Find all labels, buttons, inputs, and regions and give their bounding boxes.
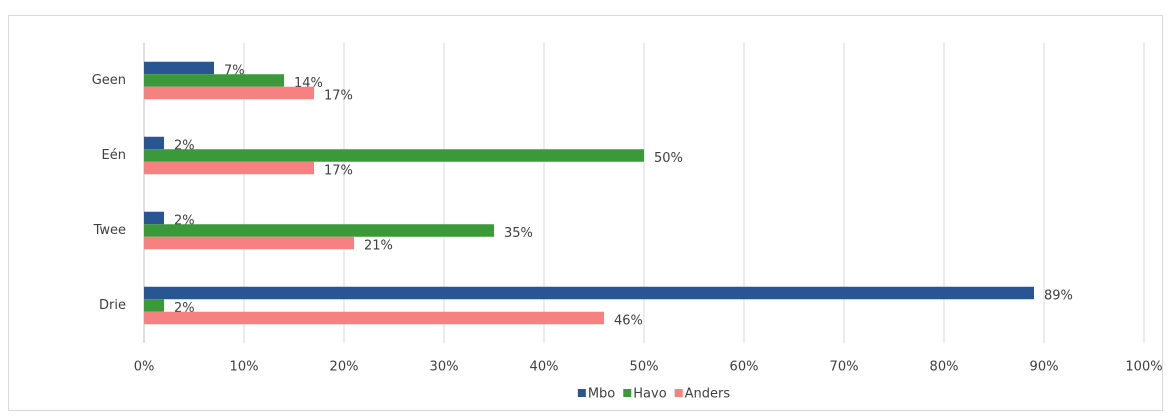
y-tick-label: Geen	[92, 73, 126, 88]
x-tick-label: 30%	[430, 360, 459, 375]
data-label: 46%	[614, 314, 643, 329]
legend-marker	[577, 389, 586, 397]
bar	[144, 311, 604, 325]
legend-label: Anders	[685, 387, 731, 402]
x-tick-label: 50%	[630, 360, 659, 375]
data-label: 50%	[654, 151, 683, 166]
x-tick-label: 0%	[134, 360, 155, 375]
data-label: 89%	[1044, 289, 1073, 304]
y-tick-label: Eén	[102, 148, 126, 163]
legend-label: Havo	[633, 387, 666, 402]
x-tick-label: 90%	[1030, 360, 1059, 375]
data-label: 17%	[324, 164, 353, 179]
legend-label: Mbo	[588, 387, 615, 402]
bar	[144, 299, 164, 312]
bar	[144, 149, 644, 162]
x-tick-label: 10%	[230, 360, 259, 375]
y-tick-label: Twee	[93, 223, 126, 238]
bar	[144, 86, 314, 100]
x-tick-label: 40%	[530, 360, 559, 375]
bar	[144, 61, 214, 75]
bar	[144, 161, 314, 175]
data-label: 35%	[504, 226, 533, 241]
x-tick-label: 60%	[730, 360, 759, 375]
legend-marker	[674, 389, 683, 397]
bar	[144, 74, 284, 87]
legend-marker	[623, 389, 632, 397]
bar	[144, 211, 164, 225]
bar	[144, 136, 164, 150]
data-label: 21%	[364, 239, 393, 254]
y-tick-label: Drie	[99, 298, 126, 313]
x-tick-label: 20%	[330, 360, 359, 375]
x-tick-label: 80%	[930, 360, 959, 375]
data-label: 17%	[324, 89, 353, 104]
bar	[144, 236, 354, 250]
bar	[144, 224, 494, 237]
x-tick-label: 70%	[830, 360, 859, 375]
x-tick-label: 100%	[1125, 360, 1162, 375]
bar	[144, 286, 1034, 300]
